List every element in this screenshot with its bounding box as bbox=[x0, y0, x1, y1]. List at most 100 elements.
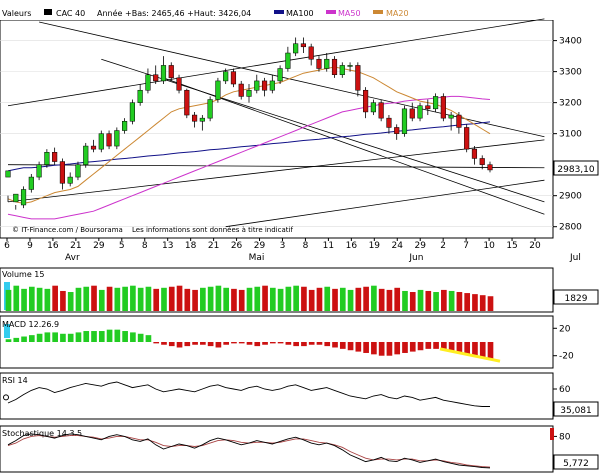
volume-bar bbox=[487, 296, 494, 311]
macd-panel: MACD 12.26.9 20 -20 bbox=[0, 315, 574, 369]
rsi-panel: RSI 14 60 35,081 bbox=[0, 372, 599, 420]
macd-bar bbox=[114, 329, 121, 342]
candle-body bbox=[160, 65, 167, 82]
candle-body bbox=[363, 89, 369, 113]
candle bbox=[355, 62, 361, 97]
x-day-label: 24 bbox=[392, 241, 404, 251]
last-value-box-bg bbox=[553, 160, 599, 176]
candle bbox=[471, 146, 478, 165]
macd-bar bbox=[192, 342, 198, 345]
volume-bar bbox=[386, 289, 393, 311]
candle-body bbox=[90, 145, 97, 150]
volume-bar bbox=[293, 285, 299, 311]
candle bbox=[5, 170, 11, 202]
price-y-ticks: 3400 3300 3200 3100 2900 2800 bbox=[553, 37, 582, 233]
x-day-label: 2 bbox=[440, 241, 446, 251]
x-day-label: 8 bbox=[142, 241, 148, 251]
candle-body bbox=[285, 52, 291, 69]
volume-bar bbox=[36, 287, 43, 311]
macd-bar bbox=[67, 333, 74, 342]
volume-bar bbox=[91, 285, 97, 311]
volume-bar bbox=[231, 288, 237, 311]
candle bbox=[269, 74, 275, 94]
volume-bar bbox=[347, 289, 354, 311]
macd-bar bbox=[223, 342, 230, 345]
volume-bar bbox=[409, 292, 416, 311]
volume-bar bbox=[75, 287, 82, 311]
candle-body bbox=[52, 152, 58, 162]
volume-bar bbox=[60, 290, 66, 311]
macd-bar bbox=[60, 333, 66, 342]
macd-bar bbox=[168, 342, 175, 347]
rsi-panel-frame bbox=[0, 372, 554, 420]
candle-body bbox=[370, 102, 376, 113]
ma20-swatch bbox=[373, 10, 383, 14]
macd-bar bbox=[52, 332, 58, 342]
volume-bar bbox=[28, 286, 35, 311]
macd-bar bbox=[238, 342, 245, 344]
macd-bar bbox=[75, 332, 82, 342]
volume-bar bbox=[339, 287, 346, 311]
candle-body bbox=[331, 58, 338, 75]
candle bbox=[440, 93, 446, 122]
volume-bar bbox=[137, 287, 144, 311]
macd-y-tick-label: 20 bbox=[559, 324, 571, 334]
macd-bar bbox=[433, 342, 439, 349]
rsi-start-marker bbox=[3, 394, 9, 401]
candle bbox=[339, 62, 345, 78]
volume-bars bbox=[5, 285, 494, 311]
candle bbox=[401, 105, 408, 137]
candle-body bbox=[394, 127, 400, 134]
candle-body bbox=[471, 148, 478, 159]
candle bbox=[59, 158, 66, 190]
candle bbox=[246, 84, 252, 103]
macd-bar bbox=[339, 342, 346, 349]
volume-bar bbox=[262, 285, 268, 311]
volume-bar bbox=[363, 286, 369, 311]
volume-bar bbox=[161, 287, 167, 311]
candle-body bbox=[20, 189, 27, 206]
macd-bar bbox=[332, 342, 338, 348]
macd-bar bbox=[448, 342, 455, 352]
volume-last-box bbox=[553, 289, 599, 305]
macd-bar bbox=[98, 331, 105, 342]
candle bbox=[90, 139, 97, 153]
candle-body bbox=[440, 96, 446, 119]
instrument-swatch bbox=[44, 9, 52, 15]
macd-bar bbox=[378, 342, 385, 356]
candle-body bbox=[129, 102, 135, 122]
last-value-label: 2983,10 bbox=[557, 165, 594, 175]
candle-body bbox=[261, 80, 268, 91]
macd-bar bbox=[21, 336, 27, 342]
candle-body bbox=[98, 133, 104, 150]
macd-bar bbox=[184, 342, 191, 347]
volume-panel-frame bbox=[0, 267, 554, 313]
header-stats: Année +Bas: 2465,46 +Haut: 3426,04 bbox=[97, 8, 251, 18]
x-day-label: 6 bbox=[4, 241, 10, 251]
volume-bar bbox=[254, 286, 261, 311]
candle bbox=[487, 161, 493, 173]
volume-bar bbox=[378, 288, 385, 311]
candle-body bbox=[44, 152, 50, 165]
legend-ma100: MA100 bbox=[286, 9, 314, 18]
volume-bar bbox=[316, 287, 323, 311]
candle bbox=[168, 62, 174, 81]
volume-bar bbox=[13, 285, 20, 311]
volume-bar bbox=[184, 288, 191, 311]
candle-body bbox=[238, 83, 244, 97]
macd-bar bbox=[176, 342, 183, 348]
candle bbox=[464, 124, 470, 153]
macd-bar bbox=[5, 339, 12, 342]
candle-body bbox=[347, 65, 353, 67]
x-day-label: 20 bbox=[529, 241, 541, 251]
macd-bar bbox=[464, 342, 471, 355]
macd-bar bbox=[409, 342, 416, 352]
candle-body bbox=[425, 105, 431, 110]
x-day-label: 8 bbox=[303, 241, 309, 251]
candle bbox=[114, 127, 120, 150]
candle-body bbox=[230, 71, 237, 85]
x-day-label: 5 bbox=[119, 241, 125, 251]
macd-bar bbox=[441, 342, 447, 351]
volume-bar bbox=[207, 286, 214, 311]
stoch-panel-frame bbox=[0, 425, 554, 473]
